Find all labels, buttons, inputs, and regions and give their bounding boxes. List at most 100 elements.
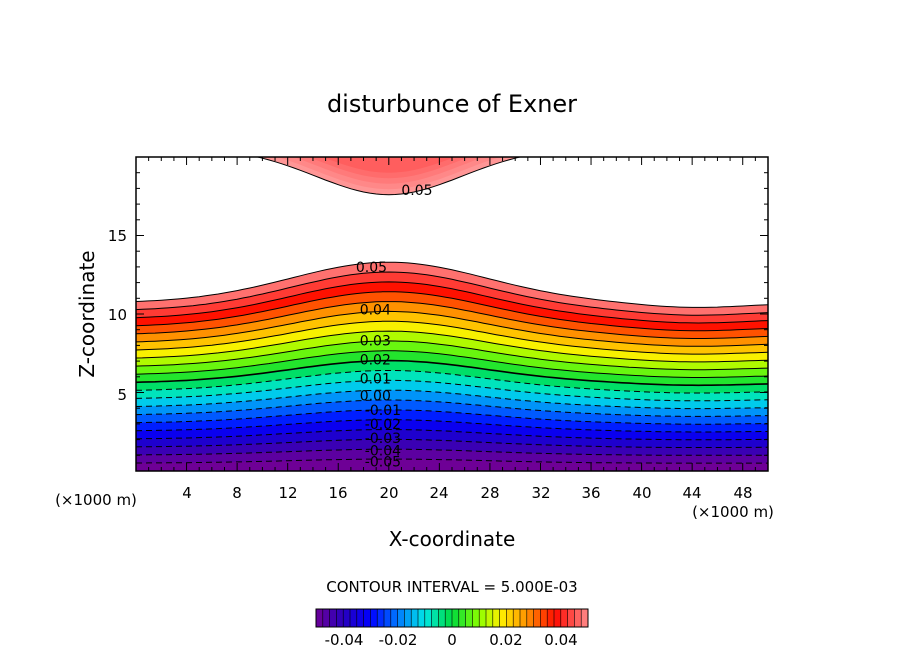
contour-label: -0.05 (365, 455, 401, 471)
contour-lines (136, 157, 768, 464)
contour-line (136, 340, 768, 371)
colorbar-swatch (526, 609, 534, 627)
colorbar-swatch (554, 609, 562, 627)
colorbar-swatch (329, 609, 337, 627)
contour-label: 0.02 (360, 353, 391, 369)
contour-label: 0.05 (356, 260, 387, 276)
contour-line (136, 310, 768, 347)
contour-line (136, 458, 768, 464)
contour-line (136, 301, 768, 339)
colorbar-swatch (377, 609, 385, 627)
colorbar-swatch (452, 609, 460, 627)
y-tick-label: 15 (108, 227, 127, 245)
colorbar-swatch (506, 609, 514, 627)
y-tick-label: 5 (117, 386, 127, 404)
contour-line (136, 438, 768, 448)
colorbar-swatch (479, 609, 487, 627)
colorbar-swatch (574, 609, 582, 627)
colorbar-swatch (343, 609, 351, 627)
colorbar-tick-label: 0.02 (489, 631, 522, 649)
colorbar-swatch (581, 609, 589, 627)
contour-line (136, 389, 768, 410)
colorbar-swatch (486, 609, 494, 627)
contour-label: 0.00 (360, 389, 391, 405)
colorbar (315, 609, 589, 627)
colorbar-tick-label: 0.04 (544, 631, 577, 649)
contour-line (136, 261, 768, 308)
contour-line (136, 350, 768, 378)
y-tick-label: 10 (108, 306, 127, 324)
colorbar-swatch (499, 609, 507, 627)
colorbar-swatch (540, 609, 548, 627)
colorbar-frame (315, 608, 589, 628)
x-tick-label: 28 (480, 484, 499, 502)
colorbar-swatch (322, 609, 330, 627)
contour-line (136, 330, 768, 363)
contour-line (136, 370, 768, 394)
contour-line (136, 291, 768, 332)
colorbar-swatch (513, 609, 521, 627)
x-tick-label: 24 (429, 484, 448, 502)
contour-labels: 0.050.050.040.030.020.010.00-0.01-0.02-0… (356, 183, 433, 471)
contour-line (136, 409, 768, 425)
x-unit-left: (×1000 m) (55, 491, 137, 509)
contour-line (136, 419, 768, 433)
contour-line (136, 428, 768, 441)
colorbar-swatch (356, 609, 364, 627)
colorbar-swatch (404, 609, 412, 627)
contour-label: -0.01 (365, 403, 401, 419)
colorbar-swatch (397, 609, 405, 627)
colorbar-swatch (492, 609, 500, 627)
contour-label: -0.03 (365, 431, 401, 447)
colorbar-swatch (445, 609, 453, 627)
x-tick-label: 32 (531, 484, 550, 502)
axis-ticks (135, 156, 769, 472)
colorbar-swatch (350, 609, 358, 627)
colorbar-swatch (560, 609, 568, 627)
colorbar-swatch (547, 609, 555, 627)
colorbar-swatch (431, 609, 439, 627)
x-tick-label: 8 (232, 484, 242, 502)
contour-line (136, 281, 768, 324)
x-tick-label: 4 (182, 484, 192, 502)
x-tick-label: 40 (632, 484, 651, 502)
contour-line (136, 359, 768, 387)
x-tick-label: 48 (733, 484, 752, 502)
contour-label: -0.04 (365, 444, 401, 460)
colorbar-swatch (316, 609, 324, 627)
contour-label: 0.01 (360, 371, 391, 387)
colorbar-swatch (472, 609, 480, 627)
x-axis-label: X-coordinate (389, 527, 516, 551)
chart-title: disturbunce of Exner (327, 90, 577, 118)
colorbar-swatch (567, 609, 575, 627)
contour-line (136, 379, 768, 402)
colorbar-tick-label: 0 (447, 631, 457, 649)
colorbar-tick-label: -0.04 (325, 631, 364, 649)
colorbar-swatch (336, 609, 344, 627)
colorbar-swatch (363, 609, 371, 627)
contour-label: 0.04 (360, 302, 391, 318)
contour-label: 0.05 (401, 183, 432, 199)
colorbar-swatch (411, 609, 419, 627)
contour-line (136, 320, 768, 355)
contour-line (136, 271, 768, 316)
colorbar-swatch (438, 609, 446, 627)
colorbar-swatch (458, 609, 466, 627)
contour-line (136, 448, 768, 456)
x-tick-label: 36 (581, 484, 600, 502)
x-tick-label: 12 (278, 484, 297, 502)
colorbar-swatch (418, 609, 426, 627)
colorbar-tick-label: -0.02 (379, 631, 418, 649)
contour-label: 0.03 (360, 334, 391, 350)
contour-label: -0.02 (365, 417, 401, 433)
x-unit-right: (×1000 m) (692, 503, 774, 521)
x-tick-label: 44 (682, 484, 701, 502)
contour-line (136, 399, 768, 417)
colorbar-swatch (465, 609, 473, 627)
y-axis-label: Z-coordinate (75, 250, 99, 377)
contour-band (136, 459, 768, 471)
x-tick-label: 20 (379, 484, 398, 502)
x-tick-label: 16 (328, 484, 347, 502)
contour-interval-text: CONTOUR INTERVAL = 5.000E-03 (326, 578, 577, 596)
